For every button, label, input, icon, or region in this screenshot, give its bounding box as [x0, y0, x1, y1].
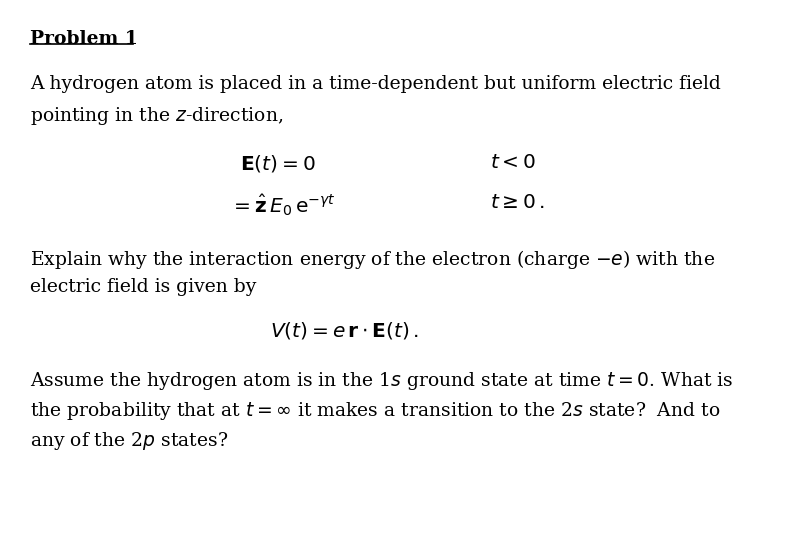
Text: $= \hat{\mathbf{z}}\, E_0\, \mathrm{e}^{-\gamma t}$: $= \hat{\mathbf{z}}\, E_0\, \mathrm{e}^{… — [230, 193, 336, 218]
Text: $t < 0$: $t < 0$ — [490, 153, 536, 172]
Text: $\mathbf{E}(t) = 0$: $\mathbf{E}(t) = 0$ — [240, 153, 316, 174]
Text: electric field is given by: electric field is given by — [30, 278, 256, 296]
Text: $t \geq 0\,.$: $t \geq 0\,.$ — [490, 193, 545, 212]
Text: $V(t) = e\,\mathbf{r} \cdot \mathbf{E}(t)\,.$: $V(t) = e\,\mathbf{r} \cdot \mathbf{E}(t… — [270, 320, 419, 341]
Text: Explain why the interaction energy of the electron (charge $-e$) with the: Explain why the interaction energy of th… — [30, 248, 715, 271]
Text: any of the 2$p$ states?: any of the 2$p$ states? — [30, 430, 228, 452]
Text: pointing in the $z$-direction,: pointing in the $z$-direction, — [30, 105, 283, 127]
Text: A hydrogen atom is placed in a time-dependent but uniform electric field: A hydrogen atom is placed in a time-depe… — [30, 75, 720, 93]
Text: the probability that at $t=\infty$ it makes a transition to the 2$s$ state?  And: the probability that at $t=\infty$ it ma… — [30, 400, 720, 422]
Text: Problem 1: Problem 1 — [30, 30, 138, 48]
Text: Assume the hydrogen atom is in the 1$s$ ground state at time $t=0$. What is: Assume the hydrogen atom is in the 1$s$ … — [30, 370, 733, 392]
